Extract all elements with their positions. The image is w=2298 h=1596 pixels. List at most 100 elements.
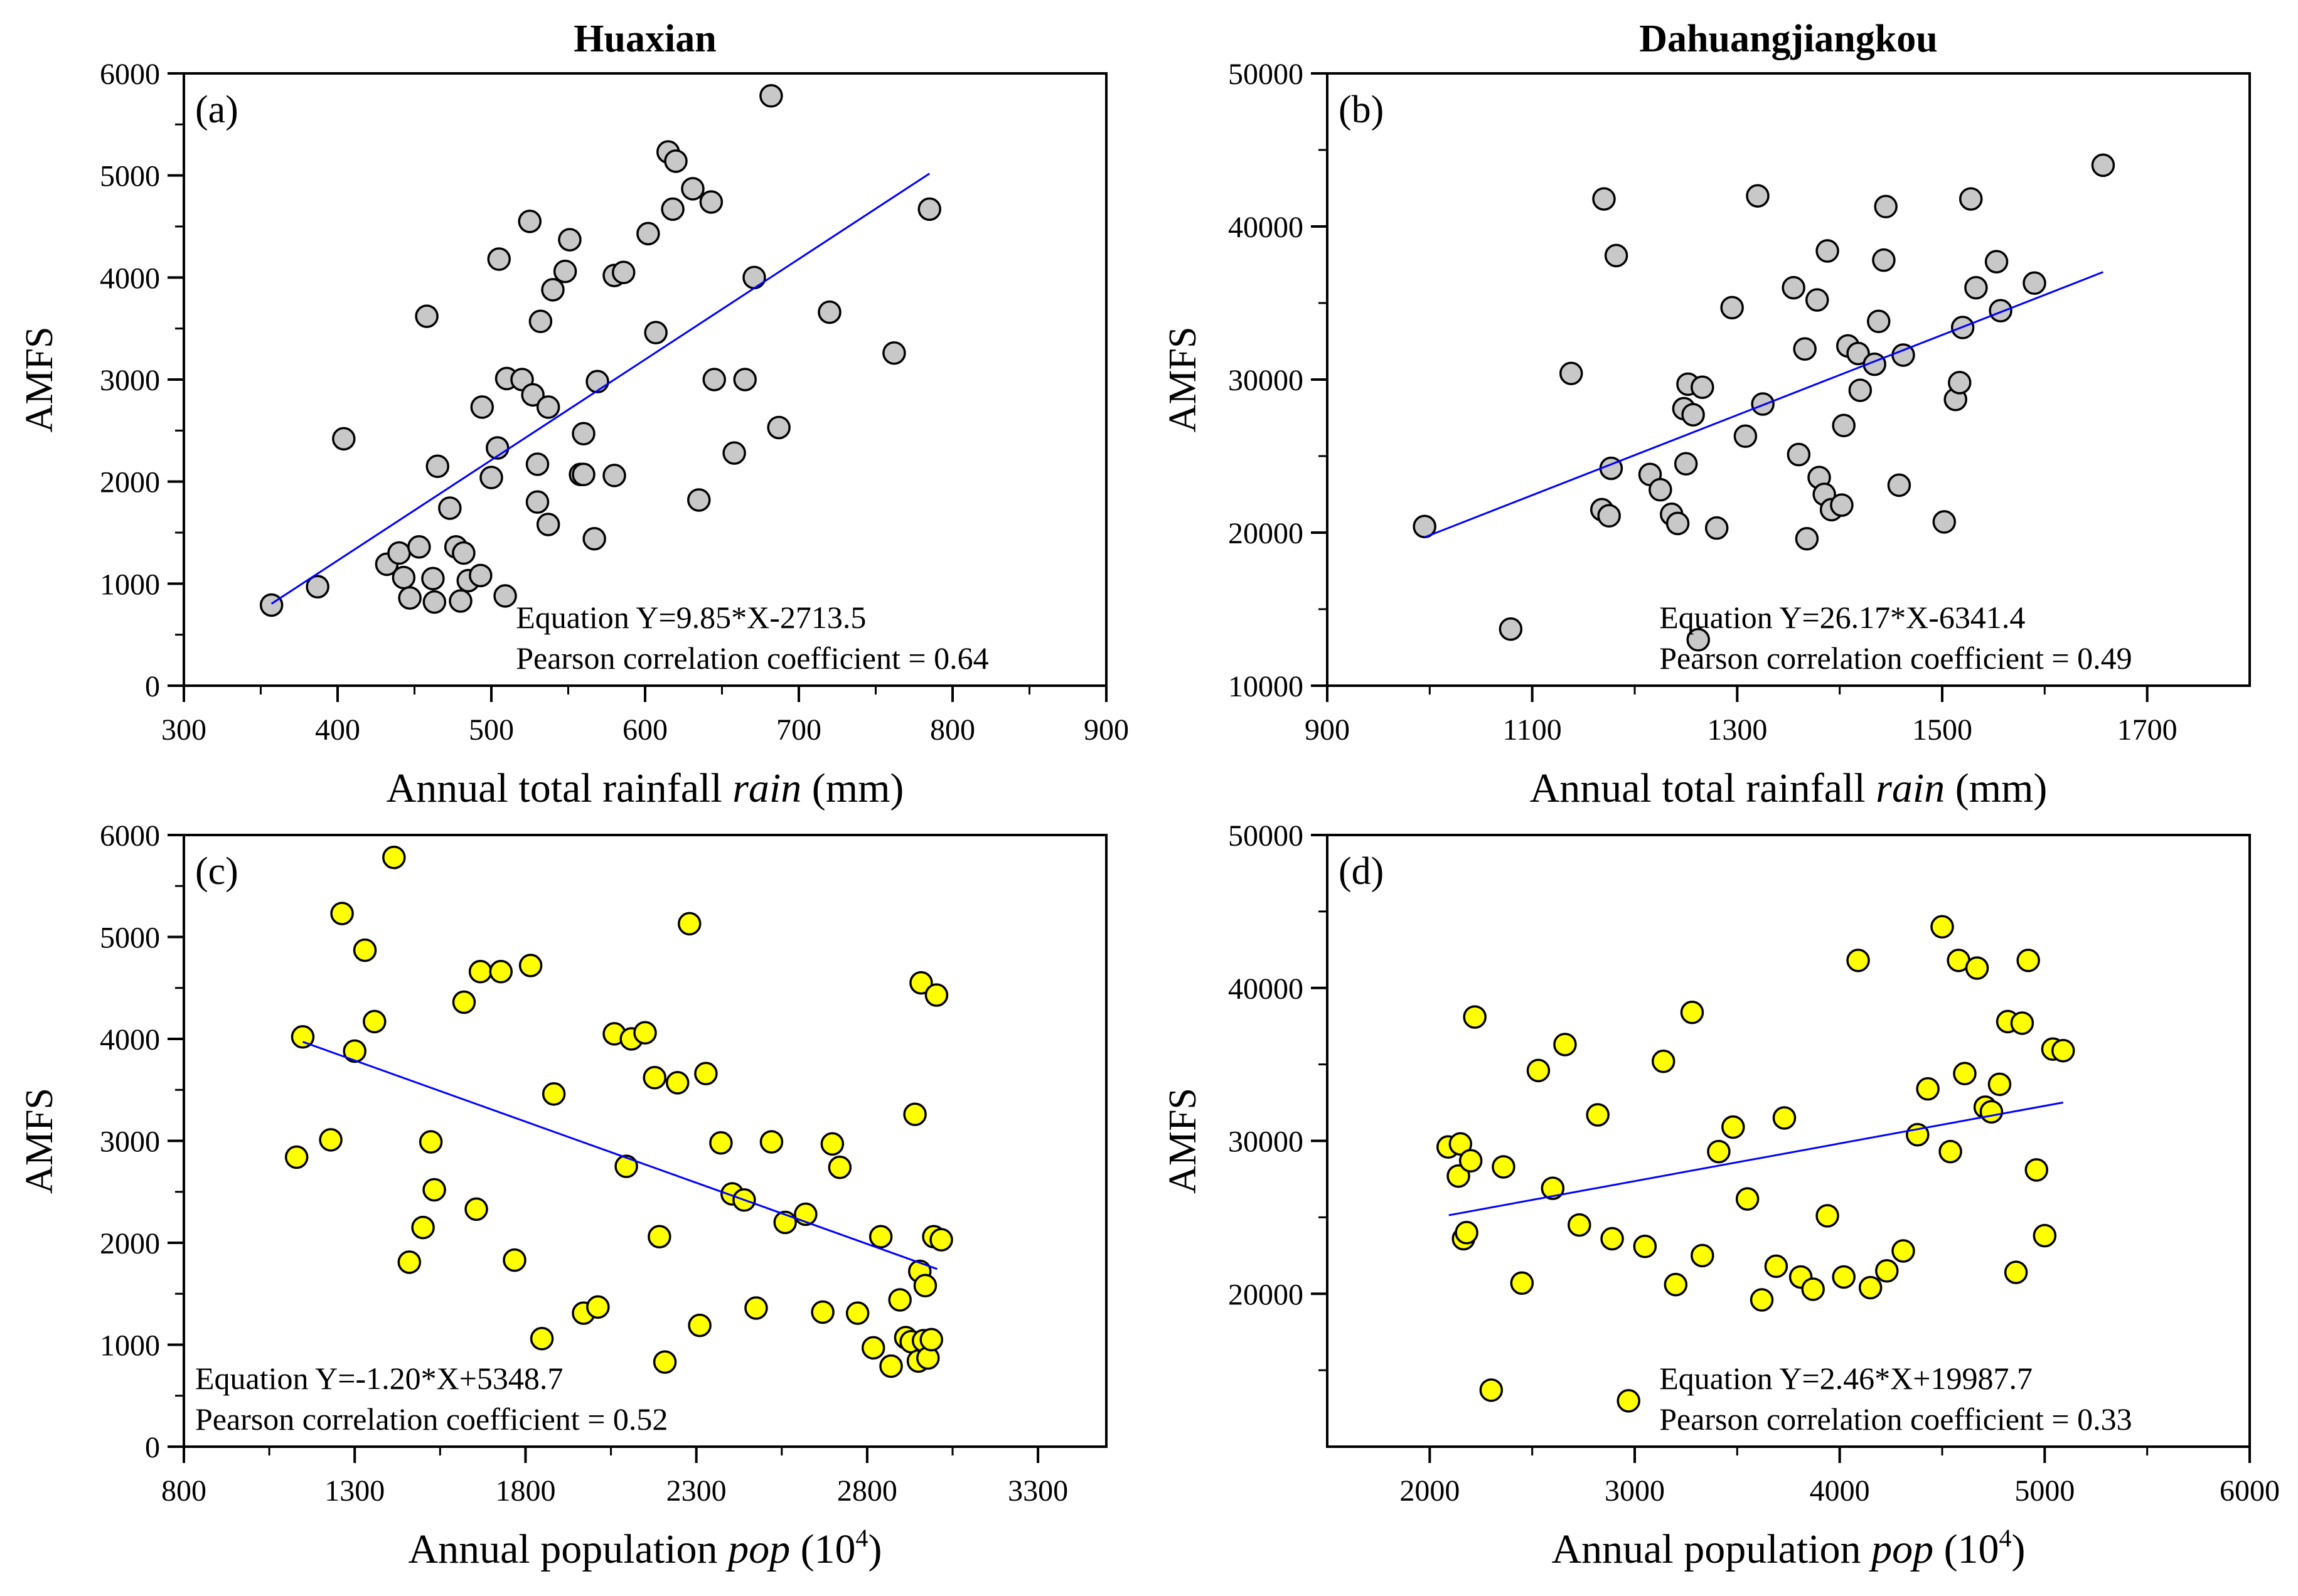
panel-d-y-axis-label: AMFS [1162, 1088, 1204, 1194]
panel-d-data-point [1680, 1001, 1704, 1024]
panel-c-data-point [924, 983, 949, 1007]
panel-b-data-point [1848, 378, 1873, 402]
panel-b-data-point [1733, 424, 1758, 449]
panel-c-data-point [422, 1178, 446, 1202]
panel-a-data-point [702, 368, 726, 391]
panel-a-y-tick-label: 3000 [100, 364, 160, 397]
panel-c-correlation-text: Pearson correlation coefficient = 0.52 [195, 1402, 668, 1437]
panel-c-data-point [363, 1009, 387, 1034]
panel-a-data-point [687, 488, 711, 512]
panel-a-data-point [536, 395, 560, 419]
panel-b-data-point [1866, 309, 1891, 334]
panel-d-data-point [2004, 1260, 2028, 1284]
panel-a-data-point [479, 466, 503, 489]
panel-c-data-point [678, 912, 702, 936]
panel-a-equation-text: Equation Y=9.85*X-2713.5 [516, 600, 866, 635]
panel-a-data-point [425, 454, 449, 479]
panel-a-x-axis-label-unit: (mm) [801, 765, 904, 811]
panel-b-x-tick-label: 1300 [1707, 713, 1767, 747]
panel-b-column-title: Dahuangjiangkou [1639, 18, 1938, 60]
panel-d-x-tick-label: 5000 [2014, 1474, 2075, 1508]
panel-d-data-point [1987, 1072, 2012, 1097]
panel-b-data-point [1793, 337, 1817, 361]
panel-b-x-tick-label: 900 [1305, 713, 1350, 747]
panel-c-x-axis-label-tail: ) [868, 1526, 882, 1572]
panel-d-data-point [1448, 1132, 1473, 1156]
panel-a-data-point [759, 84, 783, 108]
panel-c-data-point [633, 1021, 657, 1045]
panel-b-data-point [2091, 153, 2115, 178]
panel-a-data-point [572, 462, 596, 487]
panel-d-data-point [1938, 1139, 1962, 1164]
panel-c-y-tick-label: 0 [145, 1431, 160, 1464]
panel-b-data-point [1948, 371, 1972, 395]
panel-c-data-point [343, 1039, 366, 1063]
panel-c-data-point [397, 1250, 422, 1274]
panel-c-y-tick-label: 3000 [100, 1125, 160, 1159]
panel-b-data-point [1691, 375, 1714, 399]
panel-d-data-point [1492, 1155, 1515, 1179]
panel-c: 800 1300 1800 2300 2800 3300 0 1000 2000 3000 4000… [18, 819, 1108, 1572]
panel-c-data-point [464, 1197, 488, 1221]
panel-c-data-point [648, 1225, 671, 1248]
panel-a-data-point [541, 278, 565, 302]
panel-d-y-tick-label: 40000 [1228, 972, 1303, 1006]
panel-a-data-point [306, 575, 329, 598]
panel-a-data-point [469, 563, 493, 588]
panel-a-data-point [681, 177, 705, 201]
panel-b-data-point [1874, 194, 1898, 219]
panel-d-y-tick-label: 30000 [1228, 1125, 1303, 1159]
panel-b-data-point [1805, 288, 1829, 312]
panel-a-data-point [493, 584, 517, 608]
panel-a-data-point [818, 300, 842, 324]
panel-c-x-axis-label-sup: 4 [856, 1524, 868, 1552]
panel-c-data-point [888, 1288, 912, 1312]
panel-b-data-point [1832, 413, 1856, 437]
panel-b-data-point [1887, 473, 1911, 497]
panel-d-data-point [1463, 1005, 1487, 1029]
panel-d-data-point [1815, 1204, 1839, 1228]
panel-a-data-point [742, 265, 766, 290]
panel-d-data-point [1772, 1106, 1797, 1130]
panel-d-data-point [1458, 1149, 1483, 1173]
panel-a-data-point [528, 309, 553, 334]
panel-c-data-point [291, 1025, 315, 1049]
panel-b-data-point [1674, 452, 1698, 476]
panel-b-data-point [1559, 361, 1583, 385]
panel-c-x-axis-label-var: pop [725, 1526, 790, 1572]
panel-c-data-point [614, 1154, 638, 1178]
panel-d-data-point [1953, 1061, 1977, 1085]
panel-b-panel-label: (b) [1339, 88, 1384, 131]
panel-c-data-point [820, 1132, 845, 1156]
panel-a-data-point [438, 496, 462, 520]
panel-d-equation-text: Equation Y=2.46*X+19987.7 [1659, 1361, 2033, 1396]
panel-c-x-axis-label: Annual population pop (104) [408, 1524, 882, 1572]
panel-c-data-point [353, 938, 377, 962]
panel-b-x-tick-label: 1500 [1912, 713, 1972, 747]
panel-b-data-point [1720, 295, 1744, 320]
panel-a-y-tick-label: 5000 [100, 160, 160, 193]
panel-b-y-tick-label: 10000 [1228, 670, 1303, 703]
panel-a-data-point [602, 464, 626, 487]
panel-a-x-tick-label: 500 [469, 713, 514, 747]
panel-d-data-point [2016, 949, 2040, 972]
panel-c-data-point [744, 1296, 768, 1320]
panel-a-data-point [422, 590, 447, 614]
panel-d-data-point [1930, 915, 1954, 939]
panel-c-x-tick-label: 1800 [495, 1474, 555, 1508]
panel-c-data-point [503, 1248, 526, 1272]
panel-b-data-point [1787, 442, 1811, 467]
panel-d: 2000 3000 4000 5000 6000 20000 30000 40000 50000… [1162, 819, 2280, 1572]
panel-b-y-axis-label: AMFS [1162, 327, 1204, 433]
panel-b-data-point [1649, 477, 1672, 502]
panel-b-data-point [1872, 248, 1896, 272]
panel-d-data-point [1633, 1234, 1657, 1258]
panel-c-data-point [759, 1130, 784, 1154]
panel-a-data-point [664, 149, 688, 173]
panel-a-data-point [259, 593, 284, 617]
panel-c-y-tick-label: 4000 [100, 1023, 160, 1056]
panel-c-data-point [709, 1131, 733, 1155]
panel-d-y-tick-label: 50000 [1228, 819, 1303, 853]
panel-d-data-point [1455, 1221, 1478, 1245]
panel-c-x-tick-label: 800 [161, 1474, 206, 1508]
